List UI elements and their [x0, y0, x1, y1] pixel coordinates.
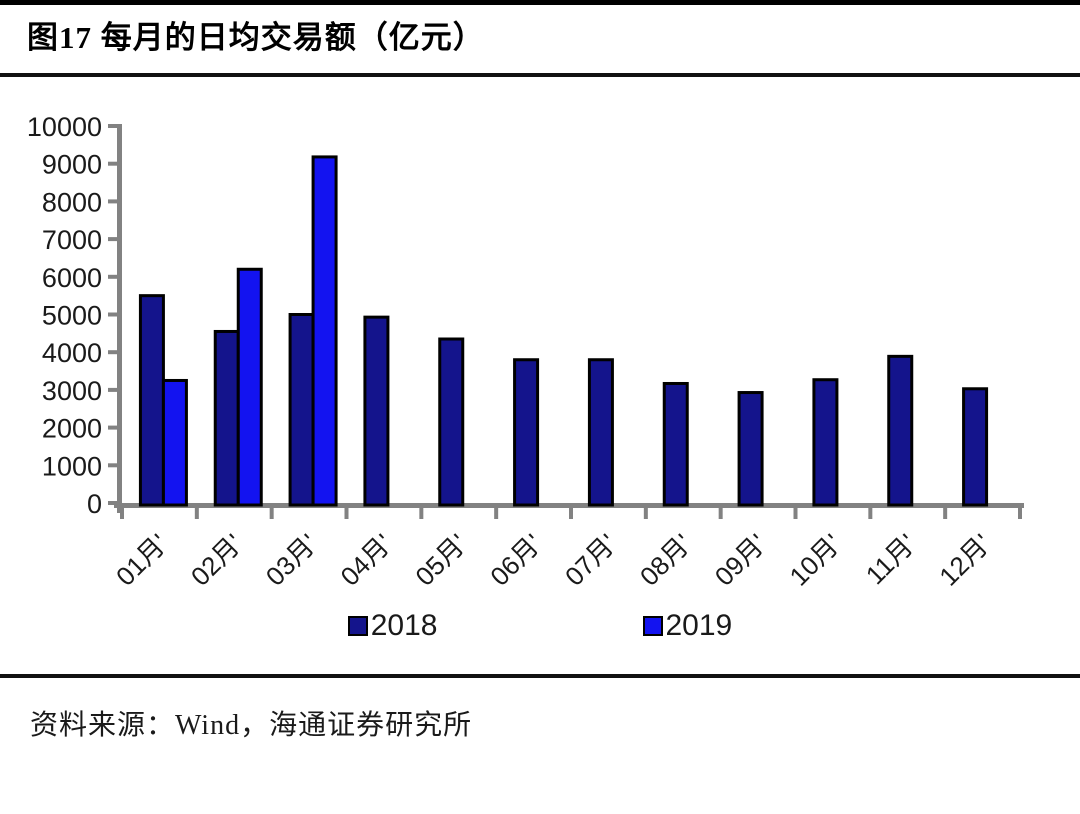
x-axis-category-label: 05月'	[409, 528, 473, 592]
legend-item-2019: 2019	[642, 609, 733, 642]
bar-2018-10月'	[812, 378, 839, 507]
x-axis-line	[114, 503, 1024, 508]
x-axis-category-label: 08月'	[634, 528, 698, 592]
bar-2018-05月'	[438, 337, 465, 507]
bar-2018-06月'	[513, 358, 540, 507]
y-axis-tick	[108, 425, 118, 430]
legend-swatch-2019	[642, 616, 663, 636]
footer-divider	[0, 674, 1080, 678]
bar-2018-08月'	[662, 381, 689, 507]
legend-label-2019: 2019	[665, 609, 733, 642]
y-axis-tick	[108, 387, 118, 392]
y-axis-tick-label: 2000	[42, 414, 102, 444]
legend-item-2018: 2018	[347, 609, 438, 642]
y-axis-tick	[108, 161, 118, 166]
x-axis-tick	[494, 508, 499, 519]
y-axis-tick	[108, 312, 118, 317]
y-axis-tick	[108, 463, 118, 468]
x-axis-tick	[419, 508, 424, 519]
y-axis-tick	[108, 350, 118, 355]
bar-2018-11月'	[887, 354, 914, 507]
x-axis-category-label: 09月'	[709, 528, 773, 592]
x-axis-category-label: 11月'	[860, 528, 922, 590]
y-axis-line	[117, 124, 122, 513]
bar-2019-02月'	[236, 267, 263, 507]
figure-title: 图17 每月的日均交易额（亿元）	[27, 20, 485, 55]
y-axis-tick-label: 8000	[42, 187, 102, 217]
y-axis-tick-label: 3000	[42, 376, 102, 406]
x-axis-tick	[868, 508, 873, 519]
chart-legend: 2018 2019	[0, 611, 1080, 641]
y-axis-tick-label: 4000	[42, 338, 102, 368]
bar-2018-09月'	[737, 391, 764, 507]
chart-area: 0 1000 2000 3000 4000 5000 6000 7000 8000 9000 100…	[0, 80, 1080, 608]
bar-2018-01月'	[138, 294, 165, 507]
x-axis-category-label: 12月'	[933, 528, 997, 592]
y-axis-tick-label: 0	[87, 489, 102, 519]
x-axis-tick	[344, 508, 349, 519]
x-axis-category-label: 06月'	[484, 528, 548, 592]
legend-label-2018: 2018	[370, 609, 438, 642]
x-axis-tick	[943, 508, 948, 519]
y-axis-tick	[108, 501, 118, 505]
x-axis-tick	[569, 508, 573, 519]
x-axis-tick	[1018, 508, 1022, 519]
y-axis-tick	[108, 237, 118, 242]
bar-2018-12月'	[962, 387, 989, 507]
bar-chart: 0 1000 2000 3000 4000 5000 6000 7000 8000 9000 100…	[27, 112, 1024, 592]
x-axis-category-label: 10月'	[784, 528, 848, 592]
y-axis-tick	[108, 199, 118, 204]
y-axis-tick-label: 10000	[27, 112, 102, 142]
top-divider	[0, 0, 1080, 5]
x-axis-category-label: 02月'	[185, 528, 249, 592]
y-axis-tick	[108, 124, 118, 128]
y-axis-tick-label: 1000	[42, 451, 102, 481]
x-axis-tick	[194, 508, 199, 519]
y-axis-tick-label: 5000	[42, 301, 102, 331]
bar-2018-04月'	[363, 315, 390, 507]
x-axis-category-label: 04月'	[335, 528, 399, 592]
x-axis-category-label: 01月'	[110, 528, 174, 592]
y-axis-tick-label: 9000	[42, 150, 102, 180]
x-axis-tick	[718, 508, 723, 519]
bar-2018-07月'	[587, 358, 614, 507]
y-axis-tick	[108, 274, 118, 279]
bar-2018-02月'	[213, 329, 240, 507]
y-axis-tick-label: 6000	[42, 263, 102, 293]
legend-swatch-2018	[347, 616, 368, 636]
source-note: 资料来源：Wind，海通证券研究所	[30, 710, 473, 741]
x-axis-tick	[120, 508, 124, 519]
title-divider	[0, 73, 1080, 77]
bar-2019-03月'	[311, 155, 338, 507]
x-axis-tick	[269, 508, 274, 519]
bar-2019-01月'	[161, 378, 188, 507]
bar-2018-03月'	[288, 313, 315, 507]
x-axis-tick	[643, 508, 648, 519]
x-axis-tick	[793, 508, 798, 519]
y-axis-tick-label: 7000	[42, 225, 102, 255]
x-axis-category-label: 03月'	[260, 528, 324, 592]
x-axis-category-label: 07月'	[559, 528, 623, 592]
